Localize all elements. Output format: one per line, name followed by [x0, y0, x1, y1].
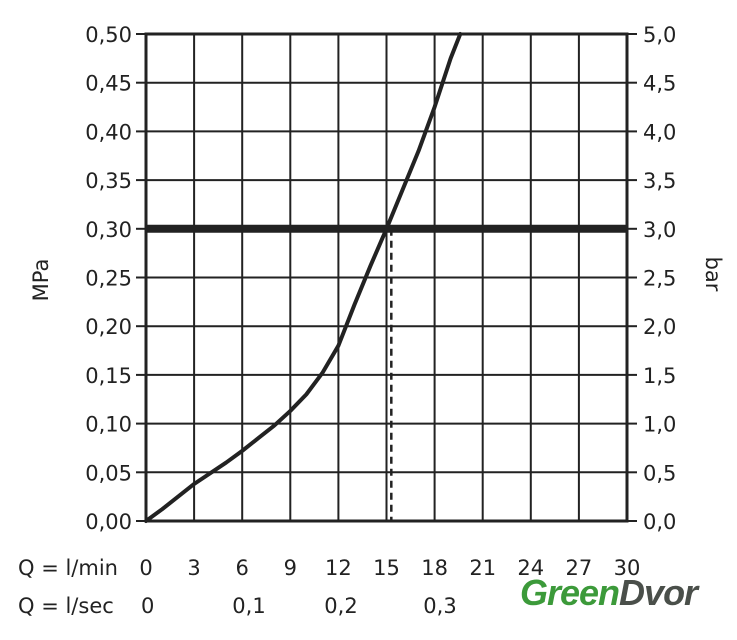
- right-tick-label-5: 2,5: [643, 267, 676, 291]
- left-tick-label-3: 0,15: [85, 364, 132, 388]
- x-row-0-tick-2: 6: [236, 556, 249, 580]
- right-tick-label-6: 3,0: [643, 218, 676, 242]
- x-row-0-tick-10: 30: [614, 556, 641, 580]
- right-tick-label-7: 3,5: [643, 169, 676, 193]
- right-axis-ticks: 0,0 0,5 1,0 1,5 2,0 2,5 3,0 3,5 4,0 4,5 5,0: [627, 23, 676, 534]
- series-layer: [144, 32, 463, 523]
- x-row-0-tick-1: 3: [187, 556, 200, 580]
- right-tick-label-8: 4,0: [643, 120, 676, 144]
- right-axis-title: bar: [701, 257, 725, 292]
- left-tick-label-9: 0,45: [85, 72, 132, 96]
- left-tick-label-5: 0,25: [85, 267, 132, 291]
- left-tick-label-2: 0,10: [85, 413, 132, 437]
- logo-dvor: Dvor: [619, 572, 698, 613]
- x-row-0-tick-4: 12: [325, 556, 352, 580]
- x-row-label-0: Q = l/min: [18, 556, 118, 580]
- right-tick-label-10: 5,0: [643, 23, 676, 47]
- x-row-0-tick-5: 15: [373, 556, 400, 580]
- left-tick-label-10: 0,50: [85, 23, 132, 47]
- logo-green: Green: [520, 572, 620, 613]
- x-row-0-tick-0: 0: [139, 556, 152, 580]
- left-tick-label-6: 0,30: [85, 218, 132, 242]
- x-row-1-tick-0: 0: [141, 594, 154, 618]
- left-tick-label-1: 0,05: [85, 461, 132, 485]
- x-row-0-tick-7: 21: [469, 556, 496, 580]
- x-axis-rows: Q = l/min 0 3 6 9 12 15 18 21 24 27 30 Q = l/sec 0 0,1…: [18, 556, 640, 618]
- right-tick-label-9: 4,5: [643, 72, 676, 96]
- left-axis-ticks: 0,00 0,05 0,10 0,15 0,20 0,25 0,30 0,35 0,40 0,45…: [85, 23, 146, 534]
- left-axis-title: MPa: [29, 259, 53, 302]
- grid: [145, 33, 628, 522]
- left-tick-label-0: 0,00: [85, 510, 132, 534]
- x-row-0-tick-9: 27: [566, 556, 593, 580]
- x-row-0-tick-3: 9: [284, 556, 297, 580]
- right-tick-label-3: 1,5: [643, 364, 676, 388]
- left-tick-label-8: 0,40: [85, 120, 132, 144]
- x-row-1-tick-2: 0,2: [324, 594, 357, 618]
- right-tick-label-0: 0,0: [643, 510, 676, 534]
- right-tick-label-1: 0,5: [643, 461, 676, 485]
- greendvor-logo: GreenDvor: [520, 572, 698, 614]
- series-line-0: [144, 32, 463, 523]
- x-row-1-tick-1: 0,1: [232, 594, 265, 618]
- right-tick-label-2: 1,0: [643, 413, 676, 437]
- x-row-label-1: Q = l/sec: [18, 594, 114, 618]
- x-row-1-tick-3: 0,3: [423, 594, 456, 618]
- right-tick-label-4: 2,0: [643, 315, 676, 339]
- x-row-0-tick-6: 18: [421, 556, 448, 580]
- left-tick-label-4: 0,20: [85, 315, 132, 339]
- x-row-0-tick-8: 24: [517, 556, 544, 580]
- left-tick-label-7: 0,35: [85, 169, 132, 193]
